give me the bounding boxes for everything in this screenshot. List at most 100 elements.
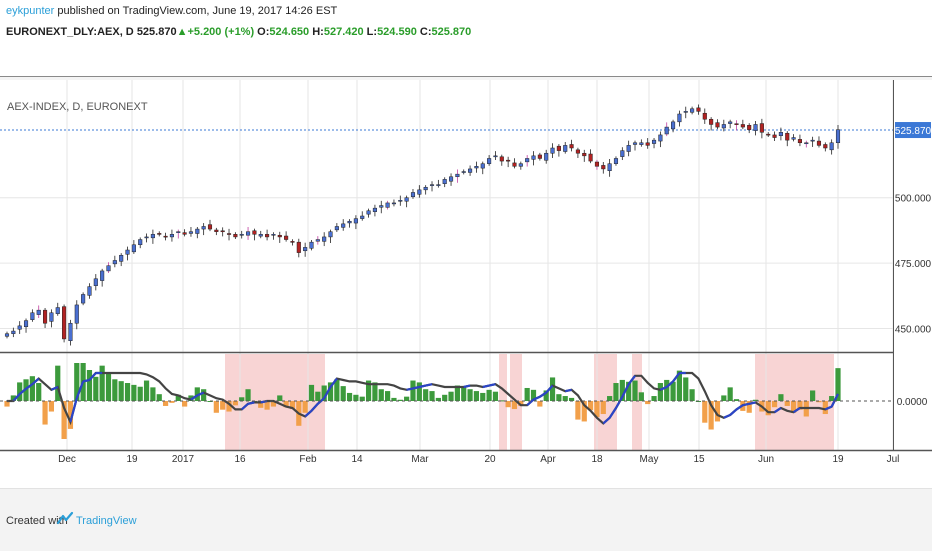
candle[interactable]: [144, 233, 149, 243]
candle[interactable]: [721, 119, 726, 132]
candle[interactable]: [277, 231, 282, 243]
candle[interactable]: [62, 304, 67, 343]
candle[interactable]: [328, 229, 333, 243]
candle[interactable]: [512, 158, 517, 169]
candle[interactable]: [23, 318, 29, 333]
candle[interactable]: [639, 139, 644, 147]
candle[interactable]: [68, 319, 73, 346]
candle[interactable]: [391, 199, 397, 207]
candle[interactable]: [379, 200, 384, 214]
candle[interactable]: [607, 158, 612, 177]
candle[interactable]: [410, 189, 416, 199]
candle[interactable]: [169, 229, 174, 242]
candle[interactable]: [468, 165, 473, 176]
candle[interactable]: [131, 240, 136, 254]
candle[interactable]: [772, 131, 777, 141]
candle[interactable]: [448, 173, 454, 186]
candle[interactable]: [226, 228, 232, 241]
candle[interactable]: [220, 227, 225, 237]
candle[interactable]: [207, 219, 213, 232]
candle[interactable]: [265, 229, 270, 241]
candle[interactable]: [372, 204, 377, 217]
candle[interactable]: [594, 159, 599, 170]
chart-svg[interactable]: AEX-INDEX, D, EURONEXT 450.000 475.000 500…: [0, 76, 932, 465]
candle[interactable]: [810, 136, 815, 147]
candle[interactable]: [252, 228, 257, 241]
candle[interactable]: [645, 138, 650, 149]
candle[interactable]: [87, 283, 92, 299]
candle[interactable]: [455, 169, 460, 183]
candle[interactable]: [753, 121, 758, 136]
candle[interactable]: [163, 232, 168, 241]
candle[interactable]: [506, 156, 511, 168]
candle[interactable]: [480, 161, 485, 175]
candle[interactable]: [417, 185, 422, 198]
candle[interactable]: [258, 230, 263, 239]
price-axis[interactable]: 450.000 475.000 500.000: [895, 194, 932, 336]
candle[interactable]: [658, 131, 663, 148]
candle[interactable]: [582, 149, 587, 162]
candle[interactable]: [36, 305, 41, 318]
candle[interactable]: [398, 195, 403, 206]
time-axis[interactable]: Dec 19 2017 16 Feb 14 Mar 20 Apr 18 May 15 Jun 19 Jul: [58, 454, 899, 465]
candle[interactable]: [239, 230, 244, 239]
candle[interactable]: [791, 134, 796, 142]
candle[interactable]: [709, 117, 714, 131]
candle[interactable]: [747, 123, 752, 134]
candle[interactable]: [436, 179, 441, 188]
candle[interactable]: [740, 119, 745, 130]
candle[interactable]: [569, 139, 574, 152]
candle[interactable]: [613, 156, 619, 166]
candle[interactable]: [797, 134, 802, 147]
candle[interactable]: [563, 141, 568, 154]
candle[interactable]: [112, 255, 117, 268]
candle[interactable]: [360, 211, 365, 221]
candle[interactable]: [334, 223, 339, 232]
candle[interactable]: [353, 215, 358, 230]
candle[interactable]: [544, 149, 549, 164]
candle[interactable]: [835, 124, 841, 149]
candle[interactable]: [246, 226, 251, 240]
candle[interactable]: [632, 140, 638, 151]
candle[interactable]: [157, 231, 162, 237]
candle[interactable]: [601, 161, 606, 174]
candle[interactable]: [188, 226, 194, 237]
candle[interactable]: [442, 177, 447, 188]
candle[interactable]: [4, 331, 10, 339]
candle[interactable]: [651, 138, 657, 149]
candle[interactable]: [404, 195, 409, 208]
candle[interactable]: [823, 142, 828, 152]
candle[interactable]: [214, 227, 219, 236]
candle[interactable]: [150, 229, 155, 244]
candle[interactable]: [766, 132, 771, 138]
candle[interactable]: [100, 268, 105, 287]
candle[interactable]: [474, 161, 479, 173]
candle[interactable]: [182, 229, 187, 237]
candle[interactable]: [347, 219, 352, 228]
candle[interactable]: [284, 231, 289, 242]
candle[interactable]: [322, 232, 327, 247]
candle[interactable]: [702, 108, 707, 124]
candle[interactable]: [531, 151, 536, 166]
candle[interactable]: [49, 309, 54, 328]
candle[interactable]: [728, 119, 733, 129]
candle[interactable]: [74, 300, 79, 330]
candle[interactable]: [429, 181, 435, 192]
chart-area[interactable]: AEX-INDEX, D, EURONEXT 450.000 475.000 500…: [0, 76, 932, 465]
candle[interactable]: [759, 118, 764, 139]
candle[interactable]: [119, 253, 124, 267]
candle[interactable]: [588, 149, 593, 164]
candle[interactable]: [487, 155, 492, 166]
candle[interactable]: [829, 139, 834, 155]
candle[interactable]: [715, 119, 720, 130]
candle[interactable]: [683, 106, 688, 119]
candle[interactable]: [195, 226, 200, 239]
tradingview-logo-icon[interactable]: [56, 510, 74, 533]
candle[interactable]: [315, 236, 320, 245]
candle[interactable]: [176, 229, 181, 239]
candle[interactable]: [309, 240, 314, 251]
candle[interactable]: [233, 232, 238, 240]
candle[interactable]: [385, 200, 390, 210]
candle[interactable]: [366, 208, 371, 218]
candle[interactable]: [106, 262, 111, 274]
